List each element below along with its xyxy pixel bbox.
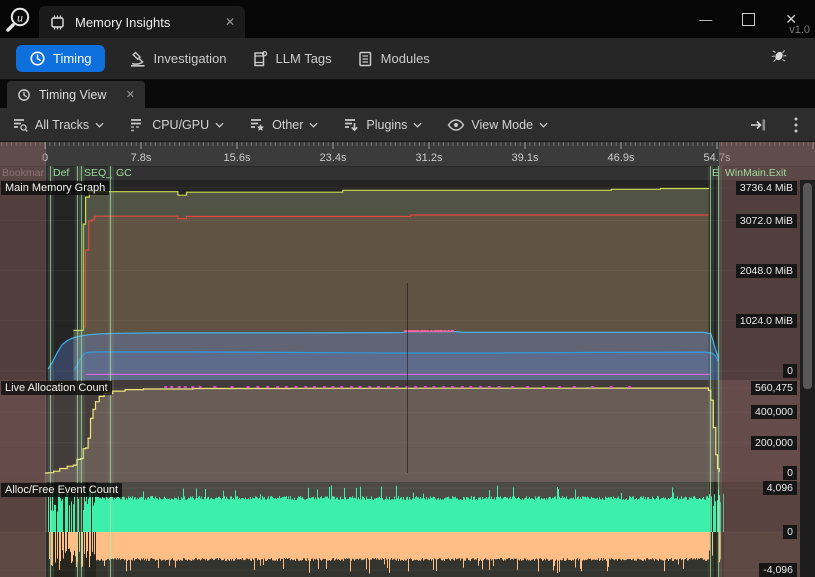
ruler-tick-label: 0 xyxy=(42,152,48,164)
bookmark-label[interactable]: GC xyxy=(116,167,132,179)
clock-icon xyxy=(30,51,45,66)
tab-timing-view-label: Timing View xyxy=(39,87,107,102)
filter-all-tracks-label: All Tracks xyxy=(35,117,90,132)
axis-value-chip: -4,096 xyxy=(759,563,797,577)
axis-value-chip: 200,000 xyxy=(751,436,797,450)
ruler-tick-label: 54.7s xyxy=(704,152,731,164)
tab-timing[interactable]: Timing xyxy=(16,45,105,72)
chevron-down-icon xyxy=(309,122,318,128)
memory-insights-tab[interactable]: Memory Insights ✕ xyxy=(39,6,245,38)
axis-value-chip: 0 xyxy=(783,364,797,378)
tab-investigation-label: Investigation xyxy=(153,51,227,66)
chevron-down-icon xyxy=(95,122,104,128)
tab-llm-tags[interactable]: LLM Tags xyxy=(251,50,332,68)
live-allocation-count-track[interactable] xyxy=(0,380,800,482)
axis-value-chip: 0 xyxy=(783,466,797,480)
axis-value-chip: 400,000 xyxy=(751,405,797,419)
window-title: Memory Insights xyxy=(75,14,171,30)
window-controls: — ✕ xyxy=(699,0,815,38)
ruler-tick-label: 23.4s xyxy=(320,152,347,164)
clock-icon xyxy=(18,88,30,101)
version-label: v1.0 xyxy=(789,24,810,36)
filter-arrow-icon xyxy=(345,118,359,131)
bug-icon xyxy=(771,50,787,62)
window-titlebar: u Memory Insights ✕ — ✕ v1.0 xyxy=(0,0,815,38)
scrollbar-thumb[interactable] xyxy=(803,183,812,389)
unreal-insights-logo: u xyxy=(0,0,38,38)
bookmarks-track-label: Bookmar xyxy=(2,167,45,179)
filter-cpu-gpu[interactable]: CPU/GPU xyxy=(129,117,224,133)
filters-right-group xyxy=(749,116,803,134)
memory-chip-icon xyxy=(51,15,64,29)
close-window-button[interactable]: ✕ xyxy=(785,10,797,27)
timeline-area[interactable]: 0 7.8s 15.6s 23.4s 31.2s 39.1s 46.9s 54.7s Book… xyxy=(0,142,815,577)
axis-value-chip: 4,096 xyxy=(762,481,797,495)
time-ruler[interactable]: 0 7.8s 15.6s 23.4s 31.2s 39.1s 46.9s 54.7s xyxy=(0,142,815,166)
bookmark-label[interactable]: E xyxy=(712,167,720,179)
ruler-tick-label: 39.1s xyxy=(512,152,539,164)
track-title: Main Memory Graph xyxy=(1,181,110,195)
close-tab-icon[interactable]: ✕ xyxy=(224,15,235,29)
filter-other[interactable]: Other xyxy=(249,117,318,133)
maximize-button[interactable] xyxy=(742,12,756,26)
ruler-tick-label: 7.8s xyxy=(131,152,152,164)
close-view-tab-icon[interactable]: ✕ xyxy=(125,89,135,101)
filters-toolbar: All Tracks CPU/GPU Other xyxy=(0,108,815,142)
minimize-button[interactable]: — xyxy=(699,11,713,27)
eye-icon xyxy=(448,118,465,131)
alloc-free-event-count-track[interactable] xyxy=(0,482,800,577)
ruler-tick-label: 15.6s xyxy=(224,152,251,164)
kebab-menu-icon[interactable] xyxy=(793,116,799,134)
chevron-down-icon xyxy=(413,122,422,128)
axis-value-chip: 3072.0 MiB xyxy=(735,214,797,228)
axis-value-chip: 0 xyxy=(783,525,797,539)
axis-value-chip: 560,475 xyxy=(751,381,797,395)
svg-text:u: u xyxy=(17,11,23,25)
axis-value-chip: 3736.4 MiB xyxy=(735,181,797,195)
microscope-icon xyxy=(130,51,145,67)
axis-value-chip: 1024.0 MiB xyxy=(735,314,797,328)
filter-other-label: Other xyxy=(272,117,304,132)
bookmarks-row[interactable]: Bookmar Def SEQ_ GC E WinMain.Exit xyxy=(0,166,815,180)
track-title: Live Allocation Count xyxy=(1,381,112,395)
filter-bars-icon xyxy=(131,118,142,131)
track-title: Alloc/Free Event Count xyxy=(1,483,123,497)
tab-investigation[interactable]: Investigation xyxy=(129,50,227,68)
tab-llm-tags-label: LLM Tags xyxy=(275,51,332,66)
chevron-down-icon xyxy=(539,122,548,128)
chevron-down-icon xyxy=(215,122,224,128)
filter-plugins-label: Plugins xyxy=(366,117,408,132)
tab-timing-label: Timing xyxy=(53,51,92,66)
ruler-tick-label: 46.9s xyxy=(608,152,635,164)
vertical-scrollbar[interactable] xyxy=(800,180,815,577)
tab-timing-view[interactable]: Timing View ✕ xyxy=(7,81,145,108)
bookmark-label[interactable]: WinMain.Exit xyxy=(725,167,787,179)
filter-view-mode-label: View Mode xyxy=(471,117,534,132)
main-toolbar: Timing Investigation LLM Tags xyxy=(0,38,815,80)
filter-plugins[interactable]: Plugins xyxy=(343,117,422,133)
filter-cpu-gpu-label: CPU/GPU xyxy=(152,117,210,132)
filter-all-tracks[interactable]: All Tracks xyxy=(12,117,104,133)
filter-search-icon xyxy=(14,118,28,132)
axis-value-chip: 2048.0 MiB xyxy=(735,264,797,278)
bookmark-label[interactable]: Def xyxy=(53,167,70,179)
unreal-insights-logo-icon: u xyxy=(6,7,30,32)
filter-star-icon xyxy=(251,118,265,131)
tab-modules[interactable]: Modules xyxy=(356,50,430,68)
tab-modules-label: Modules xyxy=(380,51,430,66)
view-tab-row: Timing View ✕ xyxy=(0,80,815,108)
ruler-tick-label: 31.2s xyxy=(416,152,443,164)
bookmark-label[interactable]: SEQ_ xyxy=(84,167,113,179)
filter-view-mode[interactable]: View Mode xyxy=(447,118,548,132)
tags-icon xyxy=(253,50,267,66)
modules-icon xyxy=(358,51,371,66)
main-memory-graph-track[interactable] xyxy=(0,180,800,380)
jump-to-end-icon[interactable] xyxy=(749,117,769,133)
debug-button[interactable] xyxy=(769,46,799,71)
